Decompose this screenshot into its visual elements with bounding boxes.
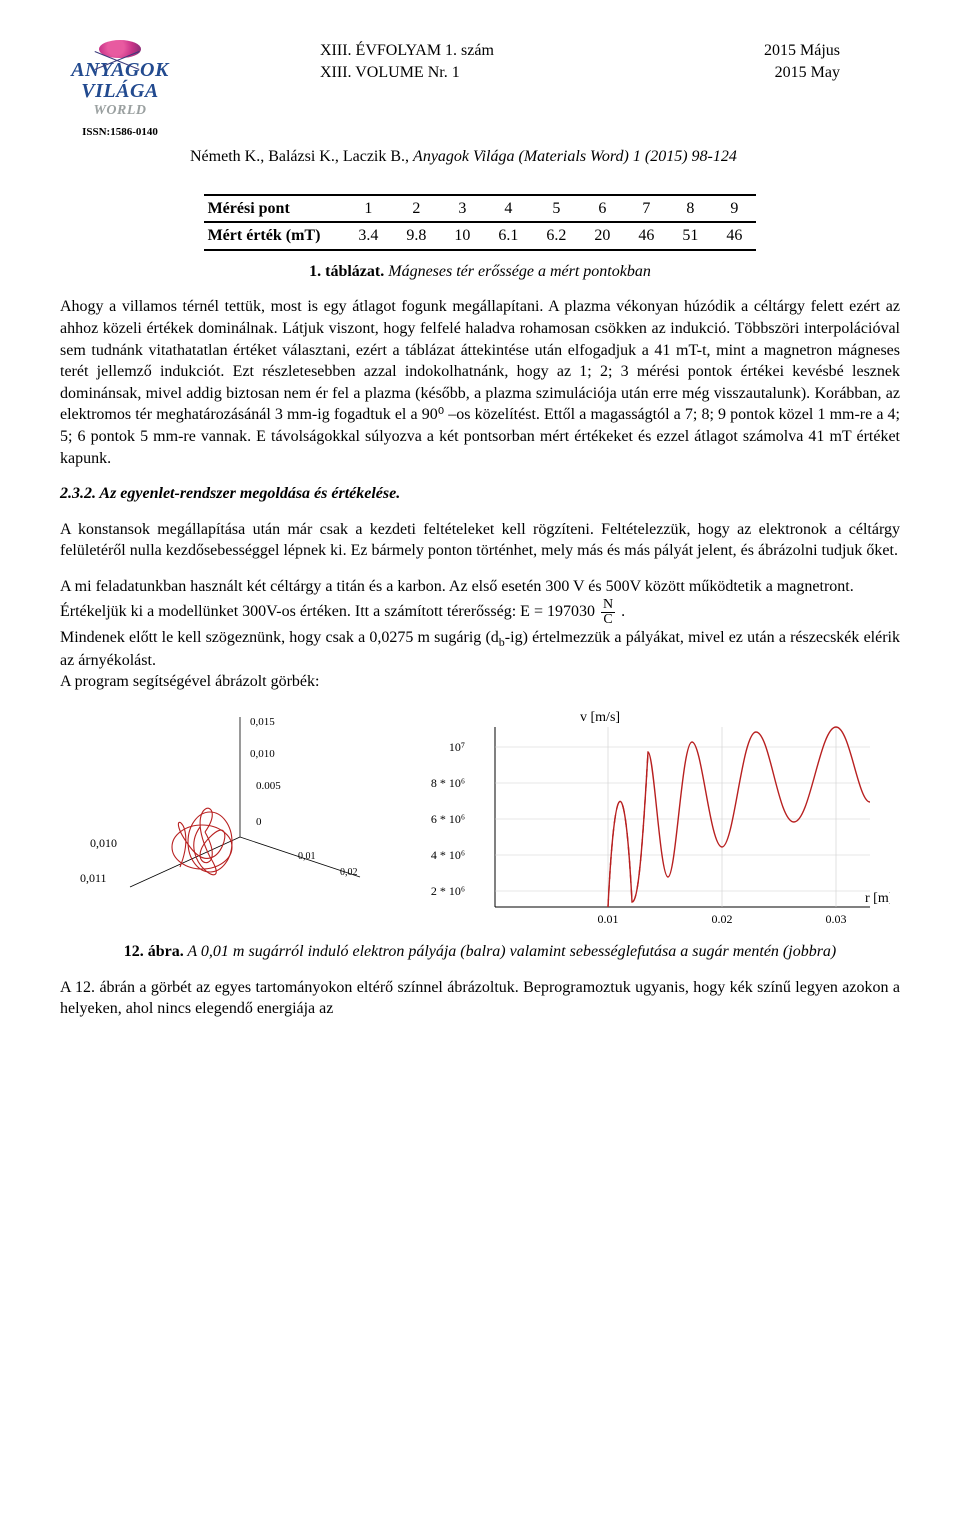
paragraph-6: A program segítségével ábrázolt görbék: (60, 671, 900, 693)
journal-logo: ANYAGOK VILÁGA WORLD ISSN:1586-0140 (60, 40, 180, 140)
section-heading-232: 2.3.2. Az egyenlet-rendszer megoldása és… (60, 483, 900, 505)
table-val: 6.2 (532, 222, 580, 250)
ytick: 0.005 (256, 780, 281, 792)
header-meta: XIII. ÉVFOLYAM 1. szám 2015 Május XIII. … (190, 40, 900, 83)
volume-hu: XIII. ÉVFOLYAM 1. szám (320, 40, 494, 62)
figure-12-right: v [m/s] 10⁷ 8 * 10⁶ 6 * 10⁶ 4 * 10⁶ (410, 707, 900, 937)
table-col: 2 (392, 195, 440, 223)
table-val: 46 (624, 222, 668, 250)
table-col: 3 (440, 195, 484, 223)
table-col: 4 (484, 195, 532, 223)
trajectory-plot: 0,015 0,010 0.005 0 0,01 0,02 0,010 0,01… (60, 707, 410, 937)
ytick: 6 * 10⁶ (431, 812, 465, 826)
fig12-text: A 0,01 m sugárról induló elektron pályáj… (184, 943, 837, 960)
paragraph-1: Ahogy a villamos térnél tettük, most is … (60, 296, 900, 469)
xtick: 0.03 (826, 912, 847, 926)
paragraph-2: A konstansok megállapítása után már csak… (60, 519, 900, 562)
ytick: 0,015 (250, 716, 275, 728)
table-col: 9 (712, 195, 756, 223)
ytick: 8 * 10⁶ (431, 776, 465, 790)
logo-text-3: WORLD (93, 102, 146, 121)
table-caption: 1. táblázat. Mágneses tér erőssége a mér… (60, 261, 900, 283)
logo-text-1: ANYAGOK (71, 60, 169, 81)
table-col: 1 (344, 195, 392, 223)
logo-text-2: VILÁGA (81, 81, 158, 102)
frac-top: N (601, 598, 615, 613)
table-caption-num: 1. táblázat. (309, 263, 384, 280)
table-col: 8 (668, 195, 712, 223)
date-hu: 2015 Május (764, 40, 840, 62)
ytick: 2 * 10⁶ (431, 884, 465, 898)
citation-authors: Németh K., Balázsi K., Laczik B., (190, 148, 413, 165)
table-col: 6 (580, 195, 624, 223)
date-en: 2015 May (775, 62, 840, 84)
frac-bot: C (601, 613, 615, 627)
citation-line: Németh K., Balázsi K., Laczik B., Anyago… (60, 146, 900, 168)
table-val: 10 (440, 222, 484, 250)
xtick: 0,01 (298, 851, 316, 862)
logo-icon (99, 40, 141, 58)
ytick: 10⁷ (449, 740, 465, 754)
table-col: 5 (532, 195, 580, 223)
side-label: 0,010 (90, 836, 117, 850)
para4-a: Értékeljük ki a modellünket 300V-os érté… (60, 603, 599, 620)
paragraph-3: A mi feladatunkban használt két céltárgy… (60, 576, 900, 598)
paragraph-4: Értékeljük ki a modellünket 300V-os érté… (60, 598, 900, 627)
citation-title: Anyagok Világa (Materials Word) 1 (2015)… (413, 148, 737, 165)
figure-12-row: 0,015 0,010 0.005 0 0,01 0,02 0,010 0,01… (60, 707, 900, 937)
xtick: 0,02 (340, 867, 358, 878)
para4-b: . (617, 603, 625, 620)
table-val: 20 (580, 222, 624, 250)
velocity-plot: v [m/s] 10⁷ 8 * 10⁶ 6 * 10⁶ 4 * 10⁶ (410, 707, 890, 937)
xtick: 0.02 (712, 912, 733, 926)
table-caption-text: Mágneses tér erőssége a mért pontokban (384, 263, 651, 280)
side-label: 0,011 (80, 871, 107, 885)
figure-12-left: 0,015 0,010 0.005 0 0,01 0,02 0,010 0,01… (60, 707, 410, 937)
issn-text: ISSN:1586-0140 (82, 125, 158, 140)
paragraph-7: A 12. ábrán a görbét az egyes tartományo… (60, 977, 900, 1020)
figure-12-caption: 12. ábra. A 0,01 m sugárról induló elekt… (60, 941, 900, 963)
ytick: 4 * 10⁶ (431, 848, 465, 862)
x-axis-label: r [m] (865, 891, 890, 906)
table-val: 51 (668, 222, 712, 250)
table-val: 46 (712, 222, 756, 250)
table-col: 7 (624, 195, 668, 223)
table-val: 9.8 (392, 222, 440, 250)
fraction-nc: NC (601, 598, 615, 627)
table-val: 6.1 (484, 222, 532, 250)
paragraph-5: Mindenek előtt le kell szögeznünk, hogy … (60, 627, 900, 672)
ytick: 0 (256, 816, 262, 828)
y-axis-label: v [m/s] (580, 710, 620, 725)
table-row1-label: Mérési pont (204, 195, 345, 223)
ytick: 0,010 (250, 748, 275, 760)
table-row2-label: Mért érték (mT) (204, 222, 345, 250)
xtick: 0.01 (598, 912, 619, 926)
table-val: 3.4 (344, 222, 392, 250)
fig12-num: 12. ábra. (124, 943, 184, 960)
page-header: ANYAGOK VILÁGA WORLD ISSN:1586-0140 XIII… (60, 40, 900, 140)
volume-en: XIII. VOLUME Nr. 1 (320, 62, 460, 84)
measurement-table: Mérési pont 1 2 3 4 5 6 7 8 9 Mért érték… (204, 194, 757, 251)
